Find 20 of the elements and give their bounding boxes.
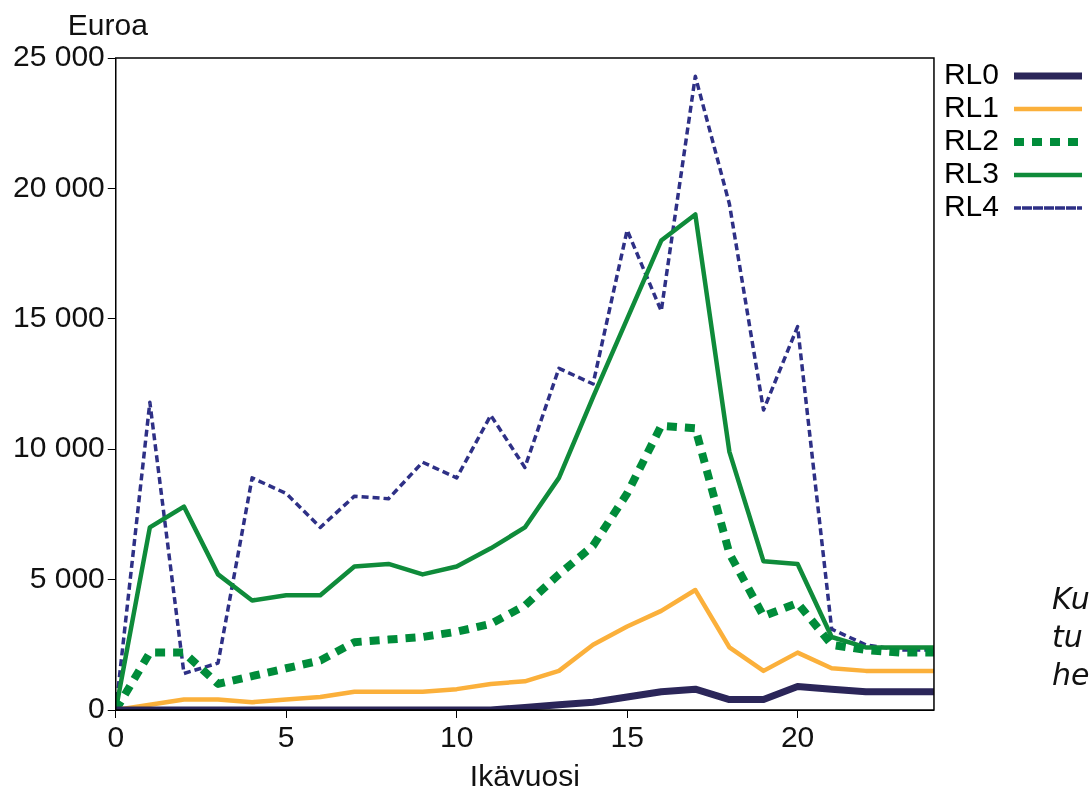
text: Ku [1052,580,1089,618]
y-tick-label: 5 000 [29,560,105,594]
x-tick-label: 20 [780,720,815,754]
x-axis-title: Ikävuosi [469,759,580,793]
x-tick-label: 5 [277,720,295,754]
legend-label: RL2 [943,123,999,157]
y-tick-label: 20 000 [12,169,105,203]
y-tick-label: 15 000 [12,300,105,334]
x-tick-label: 10 [439,720,474,754]
legend-label: RL1 [943,90,999,124]
x-tick-label: 15 [610,720,644,754]
y-axis-title: Euroa [67,8,149,42]
text: tu [1052,618,1084,656]
legend-label: RL0 [943,57,999,91]
legend-label: RL4 [943,189,999,223]
y-tick-label: 0 [88,691,105,725]
y-tick-label: 25 000 [12,39,105,73]
y-tick-label: 10 000 [12,430,105,464]
legend-label: RL3 [943,156,999,190]
text: he [1052,656,1089,694]
